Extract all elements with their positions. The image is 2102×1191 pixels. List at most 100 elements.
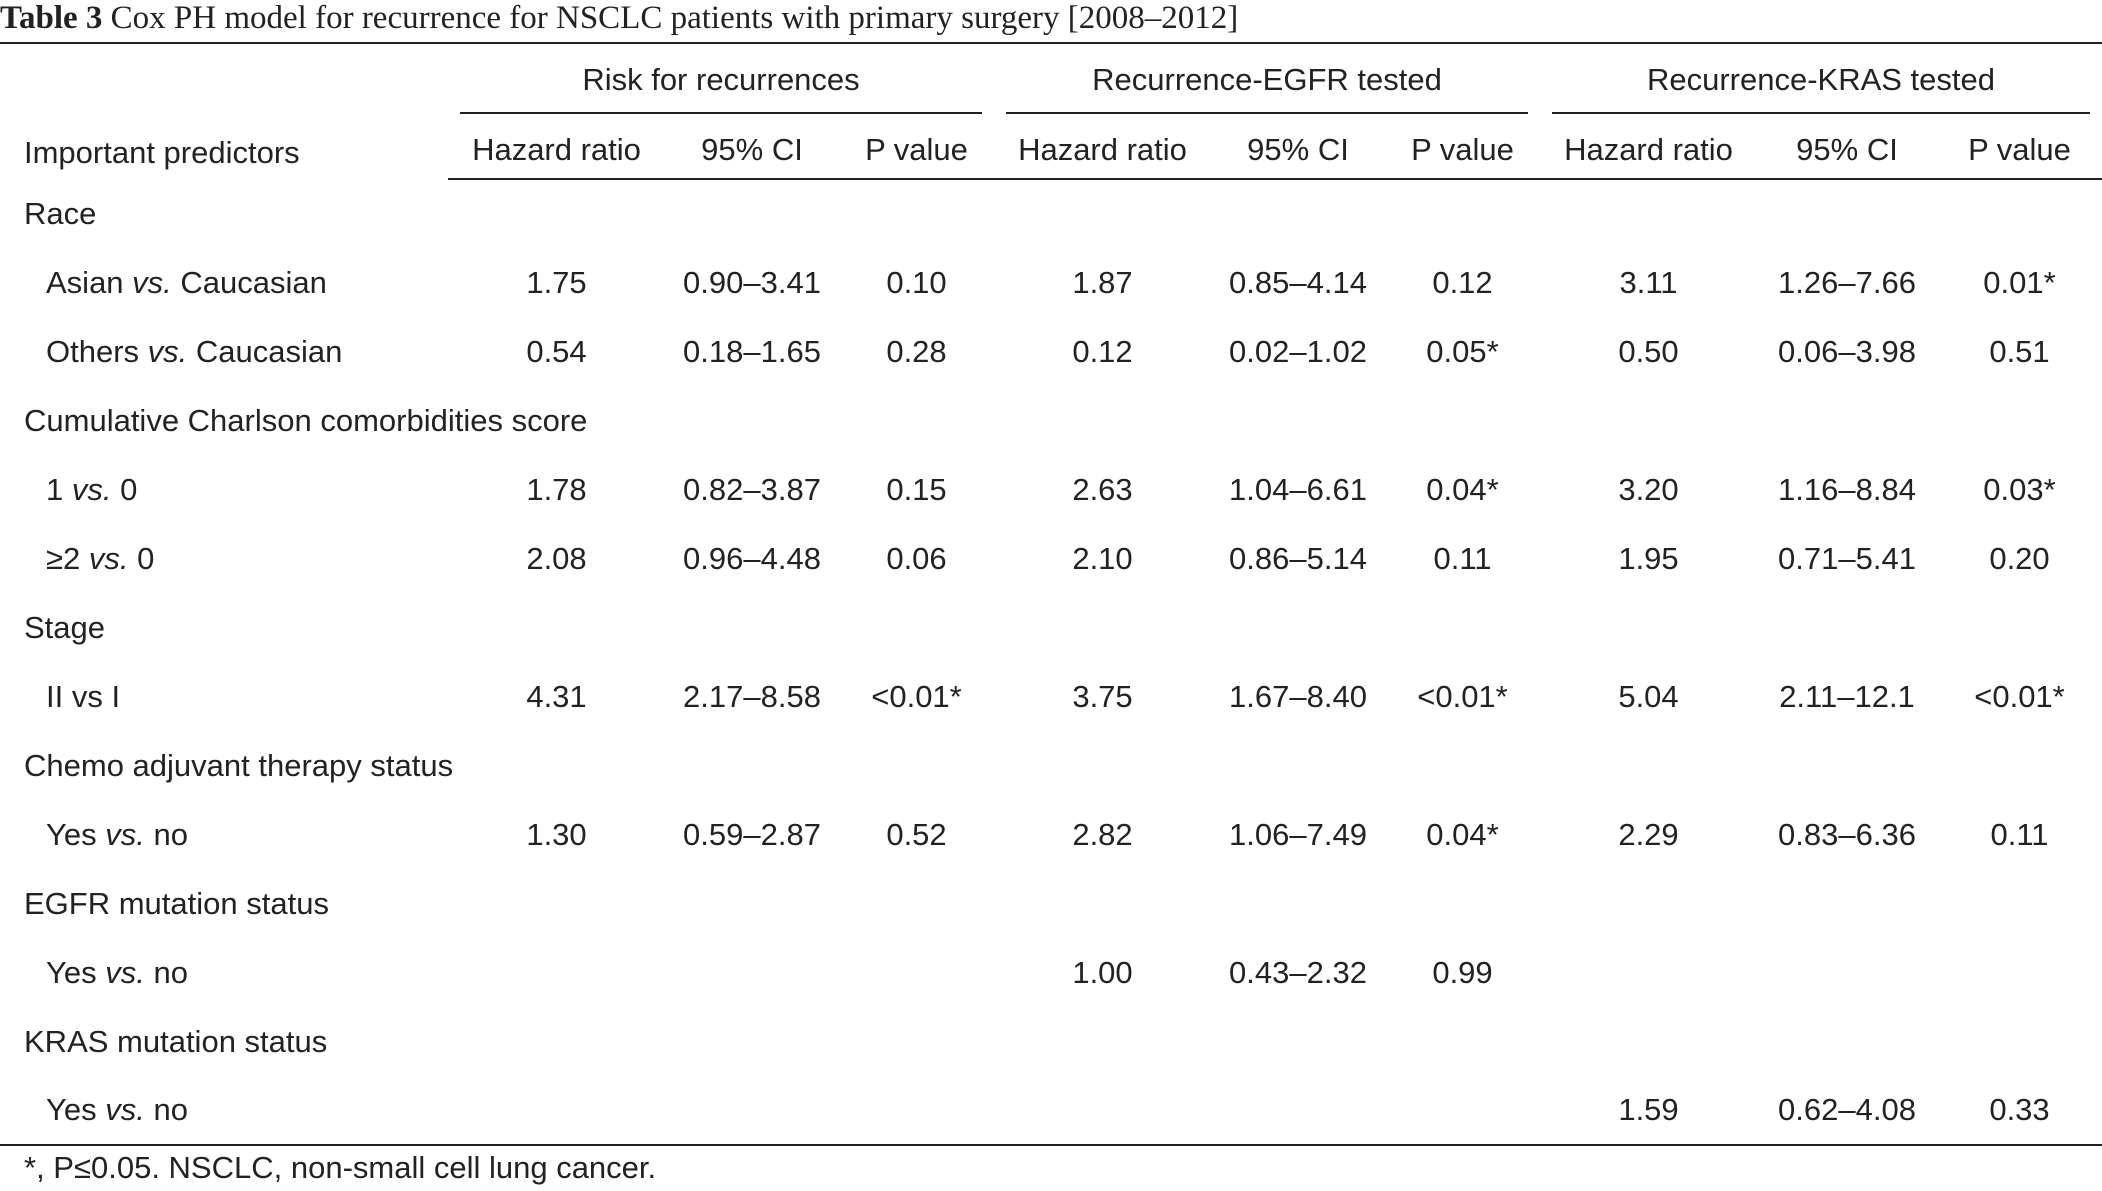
row-label-head: II vs I [46,678,121,714]
ci-cell: 0.02–1.02 [1229,333,1367,369]
subcol-ci: 95% CI [1211,122,1385,180]
table-row: Yes vs. no 1.30 0.59–2.87 0.52 2.82 1.06–7.49… [0,800,2102,869]
row-label-head: Yes [46,954,97,990]
row-label-tail: Caucasian [180,264,327,300]
hazard-ratio-cell: 1.00 [1072,954,1133,990]
ci-cell: 1.67–8.40 [1229,678,1367,714]
p-value-cell: 0.11 [1433,540,1492,576]
row-label: 1 vs. 0 [0,455,448,524]
p-value-cell: 0.10 [886,264,947,300]
ci-cell [665,1076,839,1145]
ci-cell: 1.06–7.49 [1229,816,1367,852]
subcol-ci: 95% CI [1757,122,1937,180]
hazard-ratio-cell: 1.78 [526,471,587,507]
hazard-ratio-cell: 1.30 [526,816,587,852]
subcol-hazard-ratio: Hazard ratio [448,122,665,180]
row-label: II vs I [0,662,448,731]
ci-cell [1757,938,1937,1007]
ci-cell: 0.96–4.48 [683,540,821,576]
hazard-ratio-cell [1540,938,1757,1007]
hazard-ratio-cell: 1.87 [1072,264,1133,300]
table-caption-text: Cox PH model for recurrence for NSCLC pa… [110,0,1239,36]
section-label: Chemo adjuvant therapy status [24,747,454,783]
table-row: Yes vs. no 1.00 0.43–2.32 0.99 [0,938,2102,1007]
p-value-cell [839,938,994,1007]
section-row: EGFR mutation status [0,869,2102,938]
p-value-cell [1937,938,2102,1007]
row-label-head: 1 [46,471,64,507]
p-value-cell: <0.01* [871,678,962,714]
header-group-row: Important predictors Risk for recurrence… [0,43,2102,170]
results-table: Important predictors Risk for recurrence… [0,42,2102,1146]
p-value-cell: 0.52 [886,816,947,852]
ci-cell: 0.90–3.41 [683,264,821,300]
p-value-cell: 0.99 [1432,954,1493,990]
ci-cell: 0.62–4.08 [1778,1092,1916,1127]
group-header-kras: Recurrence-KRAS tested [1540,43,2102,122]
ci-cell: 1.04–6.61 [1229,471,1367,507]
p-value-cell: 0.20 [1989,540,2050,576]
ci-cell: 0.82–3.87 [683,471,821,507]
section-label: KRAS mutation status [24,1023,328,1059]
subcol-hazard-ratio: Hazard ratio [994,122,1211,180]
row-label-tail: 0 [137,540,155,576]
row-label-head: Yes [46,1092,97,1127]
ci-cell [1211,1076,1385,1145]
row-label-vs: vs. [88,540,129,576]
row-label-vs: vs. [132,264,172,300]
ci-cell: 0.71–5.41 [1778,540,1916,576]
section-row: Stage [0,593,2102,662]
section-label: EGFR mutation status [24,885,329,921]
p-value-cell: <0.01* [1974,678,2065,714]
ci-cell: 0.43–2.32 [1229,954,1367,990]
table-row: 1 vs. 0 1.78 0.82–3.87 0.15 2.63 1.04–6.61 0.0… [0,455,2102,524]
ci-cell: 0.59–2.87 [683,816,821,852]
section-label: Stage [24,609,106,645]
hazard-ratio-cell: 2.29 [1618,816,1679,852]
hazard-ratio-cell [448,938,665,1007]
row-label: Yes vs. no [0,800,448,869]
row-label-head: ≥2 [46,540,81,576]
section-row: Race [0,179,2102,248]
p-value-cell: 0.04* [1426,471,1499,507]
ci-cell: 2.17–8.58 [683,678,821,714]
table-row: II vs I 4.31 2.17–8.58 <0.01* 3.75 1.67–8.40 <… [0,662,2102,731]
subcol-p-value: P value [1937,122,2102,180]
group-header-risk: Risk for recurrences [448,43,994,122]
p-value-cell [1385,1076,1540,1145]
row-label-vs: vs. [147,333,188,369]
p-value-cell: 0.33 [1989,1092,2050,1127]
p-value-cell: <0.01* [1417,678,1508,714]
p-value-cell: 0.51 [1989,333,2050,369]
p-value-cell [839,1076,994,1145]
row-label-head: Asian [46,264,124,300]
subcol-p-value: P value [1385,122,1540,180]
p-value-cell: 0.28 [886,333,947,369]
ci-cell: 1.26–7.66 [1778,264,1916,300]
hazard-ratio-cell [448,1076,665,1145]
table-row: Yes vs. no 1.59 0.62–4.08 0.33 [0,1076,2102,1145]
p-value-cell: 0.01* [1983,264,2056,300]
hazard-ratio-cell: 0.12 [1072,333,1133,369]
hazard-ratio-cell: 0.54 [526,333,587,369]
row-label-tail: Caucasian [195,333,343,369]
ci-cell: 1.16–8.84 [1778,471,1916,507]
table-row: ≥2 vs. 0 2.08 0.96–4.48 0.06 2.10 0.86–5.14 0.… [0,524,2102,593]
row-label: Others vs. Caucasian [0,317,448,386]
row-label-head: Yes [46,816,97,852]
section-row: Cumulative Charlson comorbidities score [0,386,2102,455]
hazard-ratio-cell: 1.95 [1618,540,1679,576]
table-row: Asian vs. Caucasian 1.75 0.90–3.41 0.10 1.87… [0,248,2102,317]
row-label: Asian vs. Caucasian [0,248,448,317]
hazard-ratio-cell: 5.04 [1618,678,1679,714]
hazard-ratio-cell [994,1076,1211,1145]
hazard-ratio-cell: 2.63 [1072,471,1133,507]
header-subcolumn-row: Hazard ratio 95% CI P value Hazard ratio… [0,122,2102,180]
hazard-ratio-cell: 0.50 [1618,333,1679,369]
hazard-ratio-cell: 2.82 [1072,816,1133,852]
ci-cell: 0.86–5.14 [1229,540,1367,576]
hazard-ratio-cell: 3.20 [1618,471,1679,507]
p-value-cell: 0.12 [1432,264,1493,300]
subcol-hazard-ratio: Hazard ratio [1540,122,1757,180]
hazard-ratio-cell: 4.31 [526,678,587,714]
